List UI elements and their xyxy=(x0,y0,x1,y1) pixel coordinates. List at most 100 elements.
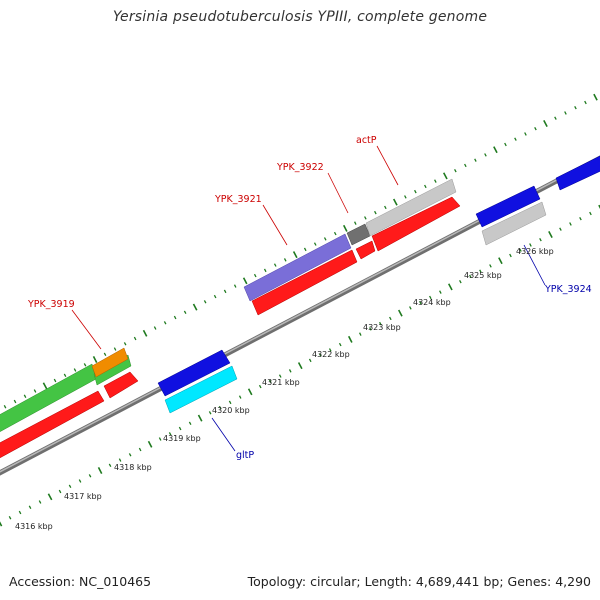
scale-tick xyxy=(338,342,342,347)
scale-tick xyxy=(73,368,77,372)
scale-label-4316: 4316 kbp xyxy=(15,522,53,531)
scale-tick xyxy=(442,172,448,180)
scale-tick xyxy=(397,309,403,317)
scale-tick xyxy=(108,463,112,468)
scale-tick xyxy=(238,395,242,399)
reverse-strand-features xyxy=(157,155,600,414)
inner-tick-track xyxy=(0,204,600,527)
scale-tick xyxy=(58,489,62,494)
cds-red-5[interactable] xyxy=(371,196,461,252)
scale-tick xyxy=(308,358,312,363)
scale-tick xyxy=(479,269,482,273)
scale-labels: 4316 kbp 4317 kbp 4318 kbp 4319 kbp 4320… xyxy=(15,247,554,531)
cds-red-3[interactable] xyxy=(251,249,358,316)
scale-label-4325: 4325 kbp xyxy=(464,271,502,280)
gene-ypk3922-darkgray[interactable] xyxy=(346,223,371,246)
scale-tick xyxy=(228,400,232,405)
scale-tick xyxy=(68,484,72,489)
scale-label-4324: 4324 kbp xyxy=(413,298,451,307)
scale-tick xyxy=(123,342,127,346)
scale-tick xyxy=(133,336,137,341)
scale-tick xyxy=(273,263,277,267)
scale-tick xyxy=(554,116,557,120)
scale-tick xyxy=(297,362,303,370)
cds-features xyxy=(0,196,461,460)
scale-tick xyxy=(539,237,542,242)
scale-tick xyxy=(313,242,317,246)
scale-tick xyxy=(288,369,292,373)
scale-tick xyxy=(218,405,222,410)
scale-label-4321: 4321 kbp xyxy=(262,378,300,387)
scale-tick xyxy=(163,321,167,325)
cds-red-4[interactable] xyxy=(355,240,376,260)
outer-tick-track xyxy=(3,93,598,409)
scale-tick xyxy=(223,289,227,294)
scale-tick xyxy=(78,479,82,483)
scale-tick xyxy=(233,284,237,288)
label-leaders xyxy=(71,145,546,452)
forward-strand-features xyxy=(0,178,457,432)
gene-labels: YPK_3919 YPK_3921 YPK_3922 actP gltP YPK… xyxy=(27,135,592,461)
scale-tick xyxy=(548,231,553,238)
scale-tick xyxy=(258,384,262,389)
scale-tick xyxy=(489,264,492,268)
scale-tick xyxy=(498,257,503,265)
scale-tick xyxy=(8,516,12,520)
scale-label-4320: 4320 kbp xyxy=(212,406,250,415)
scale-tick xyxy=(268,379,272,384)
gene-orange[interactable] xyxy=(91,347,129,378)
scale-tick xyxy=(404,195,407,199)
scale-tick xyxy=(18,510,22,515)
scale-tick xyxy=(147,440,153,448)
scale-tick xyxy=(38,500,42,504)
scale-tick xyxy=(328,348,332,352)
scale-tick xyxy=(369,327,372,331)
scale-tick xyxy=(242,277,248,285)
scale-tick xyxy=(389,316,392,321)
scale-tick xyxy=(83,363,87,367)
scale-tick xyxy=(424,184,427,189)
scale-tick xyxy=(374,210,377,215)
scale-tick xyxy=(23,394,27,398)
scale-tick xyxy=(469,274,472,279)
gene-blue-3[interactable] xyxy=(555,155,600,191)
scale-tick xyxy=(292,251,298,259)
cds-red-2[interactable] xyxy=(103,371,139,399)
scale-tick xyxy=(598,204,600,209)
label-ypk3924[interactable]: YPK_3924 xyxy=(544,284,592,295)
scale-tick xyxy=(247,388,253,396)
scale-tick xyxy=(197,414,203,422)
scale-tick xyxy=(208,411,212,415)
scale-tick xyxy=(354,221,357,225)
scale-tick xyxy=(53,378,57,383)
gene-blue-1[interactable] xyxy=(157,349,231,397)
scale-tick xyxy=(559,227,562,231)
scale-label-4322: 4322 kbp xyxy=(312,350,350,359)
scale-tick xyxy=(192,303,198,311)
scale-tick xyxy=(434,179,437,183)
gene-blue-2[interactable] xyxy=(475,185,541,228)
label-ypk3919[interactable]: YPK_3919 xyxy=(27,299,75,310)
scale-tick xyxy=(454,168,457,173)
label-ypk3922[interactable]: YPK_3922 xyxy=(276,162,324,173)
gene-ypk3921-purple[interactable] xyxy=(243,233,352,302)
scale-tick xyxy=(493,146,498,154)
scale-tick xyxy=(584,100,587,105)
scale-tick xyxy=(318,353,322,357)
label-actp[interactable]: actP xyxy=(356,135,377,146)
label-gltp[interactable]: gltP xyxy=(236,450,254,461)
scale-tick xyxy=(158,437,162,441)
scale-tick xyxy=(439,290,442,294)
gene-gltp-cyan[interactable] xyxy=(164,365,238,414)
label-ypk3921[interactable]: YPK_3921 xyxy=(214,194,262,205)
scale-tick xyxy=(459,279,462,284)
scale-tick xyxy=(529,243,532,247)
scale-tick xyxy=(323,237,327,241)
scale-tick xyxy=(253,273,257,278)
gene-ypk3924-gray[interactable] xyxy=(481,201,547,246)
genome-stats-text: Topology: circular; Length: 4,689,441 bp… xyxy=(247,574,591,589)
scale-tick xyxy=(203,300,207,304)
cds-red-1[interactable] xyxy=(0,390,105,460)
gene-actp-gray[interactable] xyxy=(365,178,457,237)
